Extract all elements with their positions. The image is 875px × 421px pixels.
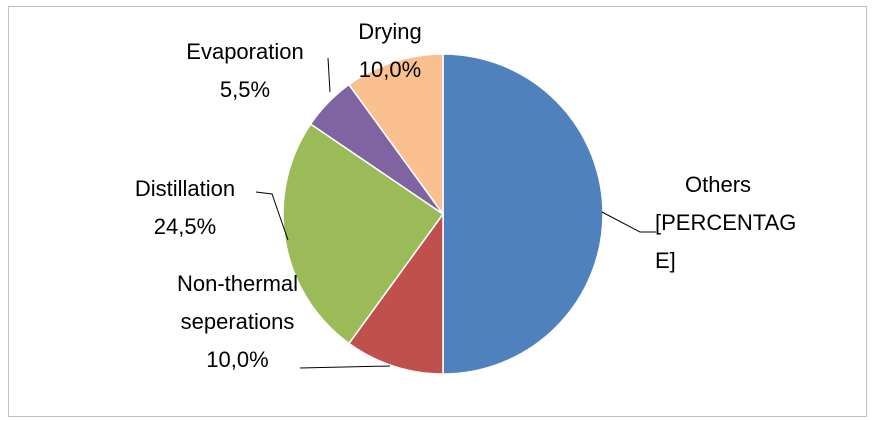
category-label: Drying	[358, 19, 422, 44]
value-label: 10,0%	[358, 57, 422, 82]
value-label: 10,0%	[206, 347, 269, 372]
category-label: Evaporation	[186, 39, 304, 64]
pie	[282, 53, 604, 375]
category-label: Non-thermal seperations	[176, 271, 299, 334]
pie-slice	[347, 211, 444, 375]
category-label: Others	[685, 172, 752, 197]
leader-line	[299, 365, 391, 369]
category-label: Distillation	[134, 176, 236, 201]
value-label: [PERCENTAGE]	[655, 210, 797, 273]
pie-slice	[442, 53, 604, 375]
value-label: 24,5%	[153, 214, 217, 239]
data-label: Distillation 24,5%	[100, 170, 270, 246]
value-label: 5,5%	[219, 77, 271, 102]
leader-line	[327, 57, 331, 93]
pie-slice	[282, 123, 445, 345]
data-label: Evaporation 5,5%	[155, 33, 335, 109]
pie-slice	[347, 53, 444, 217]
data-label: Others [PERCENTAGE]	[655, 166, 805, 280]
leader-lines	[255, 57, 656, 369]
chart-frame	[8, 6, 867, 417]
leader-line	[255, 191, 289, 241]
leader-line	[601, 211, 656, 233]
data-label: Non-thermal seperations 10,0%	[170, 265, 305, 379]
data-label: Drying 10,0%	[335, 13, 445, 89]
